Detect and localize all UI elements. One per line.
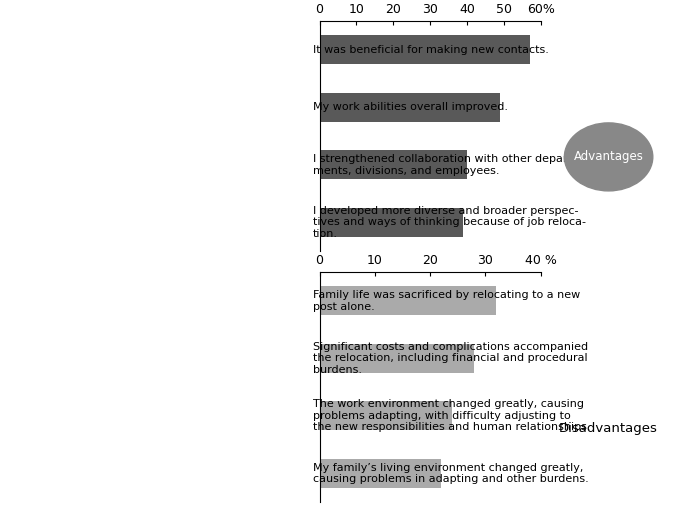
Bar: [320, 93, 500, 121]
Bar: [320, 36, 530, 64]
Bar: [320, 402, 452, 430]
Text: My work abilities overall improved.: My work abilities overall improved.: [313, 102, 508, 112]
Bar: [320, 287, 496, 315]
Text: My family’s living environment changed greatly,
causing problems in adapting and: My family’s living environment changed g…: [313, 462, 589, 484]
Text: Significant costs and complications accompanied
the relocation, including financ: Significant costs and complications acco…: [313, 342, 588, 375]
Bar: [320, 208, 463, 236]
Text: I strengthened collaboration with other depart-
ments, divisions, and employees.: I strengthened collaboration with other …: [313, 154, 576, 176]
Text: The work environment changed greatly, causing
problems adapting, with difficulty: The work environment changed greatly, ca…: [313, 399, 590, 433]
Text: Family life was sacrificed by relocating to a new
post alone.: Family life was sacrificed by relocating…: [313, 290, 580, 312]
Bar: [320, 151, 467, 179]
Text: Disadvantages: Disadvantages: [559, 423, 658, 435]
Text: Advantages: Advantages: [574, 151, 643, 163]
Bar: [320, 459, 441, 487]
Bar: [320, 344, 475, 372]
Text: I developed more diverse and broader perspec-
tives and ways of thinking because: I developed more diverse and broader per…: [313, 206, 585, 239]
Text: It was beneficial for making new contacts.: It was beneficial for making new contact…: [313, 44, 549, 55]
